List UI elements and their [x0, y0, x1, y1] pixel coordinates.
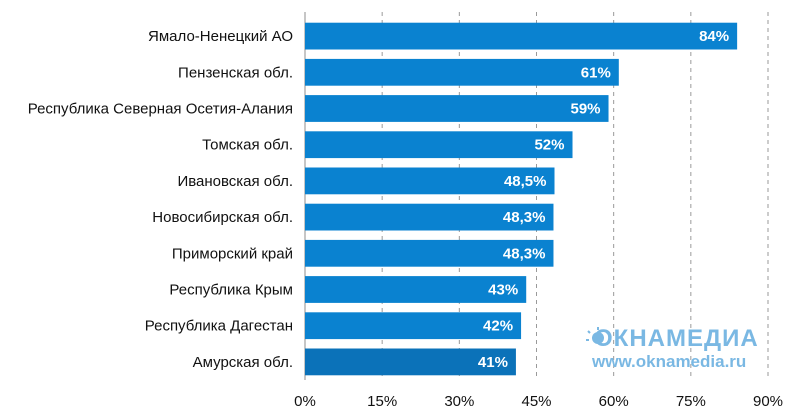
bars: [305, 22, 738, 376]
bar: [305, 239, 554, 267]
data-label: 61%: [581, 64, 611, 81]
category-label: Пензенская обл.: [178, 64, 293, 81]
category-label: Ивановская обл.: [177, 173, 293, 190]
watermark-url: www.oknamedia.ru: [591, 352, 746, 371]
x-tick-label: 15%: [367, 393, 397, 410]
bar: [305, 95, 609, 122]
watermark-logo-text: ОКНАМЕДИА: [594, 325, 759, 352]
data-label: 48,3%: [503, 209, 546, 226]
category-label: Приморский край: [172, 245, 293, 262]
data-label: 52%: [534, 137, 564, 154]
bar: [305, 276, 527, 303]
bar: [305, 167, 555, 195]
x-tick-label: 75%: [676, 393, 706, 410]
x-axis-ticks: 0% 15% 30% 45% 60% 75% 90%: [294, 393, 783, 410]
watermark: ОКНАМЕДИА www.oknamedia.ru: [586, 325, 759, 371]
category-label: Республика Дагестан: [145, 318, 293, 335]
category-label: Новосибирская обл.: [152, 209, 293, 226]
watermark-sun-icon: [586, 327, 609, 344]
x-tick-label: 0%: [294, 393, 316, 410]
category-label: Амурская обл.: [193, 354, 293, 371]
data-label: 41%: [478, 354, 508, 371]
data-label: 43%: [488, 282, 518, 299]
bar: [305, 312, 522, 340]
bar: [305, 131, 573, 159]
bar: [305, 203, 554, 231]
data-label: 48,3%: [503, 245, 546, 262]
bar: [305, 348, 516, 376]
bar: [305, 58, 619, 86]
bar: [305, 22, 738, 50]
x-tick-label: 30%: [444, 393, 474, 410]
data-label: 48,5%: [504, 173, 547, 190]
data-label: 59%: [570, 101, 600, 118]
data-label: 84%: [699, 28, 729, 45]
category-label: Томская обл.: [202, 137, 293, 154]
category-labels: Ямало-Ненецкий АО Пензенская обл. Республи…: [28, 28, 293, 371]
x-tick-label: 60%: [599, 393, 629, 410]
category-label: Ямало-Ненецкий АО: [148, 28, 293, 45]
data-label: 42%: [483, 318, 513, 335]
data-labels: 84% 61% 59% 52% 48,5% 48,3% 48,3% 43% 42% 41%: [478, 28, 729, 371]
category-label: Республика Крым: [169, 282, 293, 299]
x-tick-label: 45%: [521, 393, 551, 410]
x-tick-label: 90%: [753, 393, 783, 410]
category-label: Республика Северная Осетия-Алания: [28, 101, 293, 118]
